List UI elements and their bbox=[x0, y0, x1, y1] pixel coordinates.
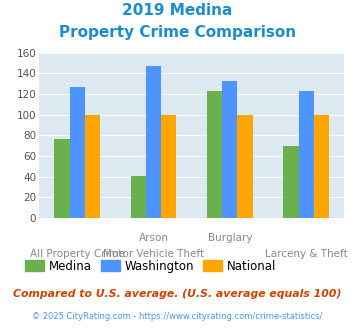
Text: All Property Crime: All Property Crime bbox=[30, 249, 125, 259]
Bar bbox=[299, 91, 314, 218]
Bar bbox=[146, 66, 161, 218]
Text: Compared to U.S. average. (U.S. average equals 100): Compared to U.S. average. (U.S. average … bbox=[13, 289, 342, 299]
Text: Burglary: Burglary bbox=[208, 233, 252, 243]
Bar bbox=[207, 91, 222, 218]
Bar bbox=[222, 81, 237, 218]
Bar bbox=[283, 146, 299, 218]
Text: 2019 Medina: 2019 Medina bbox=[122, 3, 233, 18]
Text: Arson: Arson bbox=[138, 233, 169, 243]
Text: Property Crime Comparison: Property Crime Comparison bbox=[59, 25, 296, 40]
Text: © 2025 CityRating.com - https://www.cityrating.com/crime-statistics/: © 2025 CityRating.com - https://www.city… bbox=[32, 312, 323, 321]
Bar bbox=[131, 176, 146, 218]
Bar bbox=[70, 87, 85, 218]
Bar bbox=[161, 115, 176, 218]
Bar bbox=[314, 115, 329, 218]
Text: Larceny & Theft: Larceny & Theft bbox=[265, 249, 348, 259]
Bar bbox=[85, 115, 100, 218]
Bar bbox=[54, 139, 70, 218]
Legend: Medina, Washington, National: Medina, Washington, National bbox=[20, 255, 281, 278]
Text: Motor Vehicle Theft: Motor Vehicle Theft bbox=[103, 249, 204, 259]
Bar bbox=[237, 115, 253, 218]
